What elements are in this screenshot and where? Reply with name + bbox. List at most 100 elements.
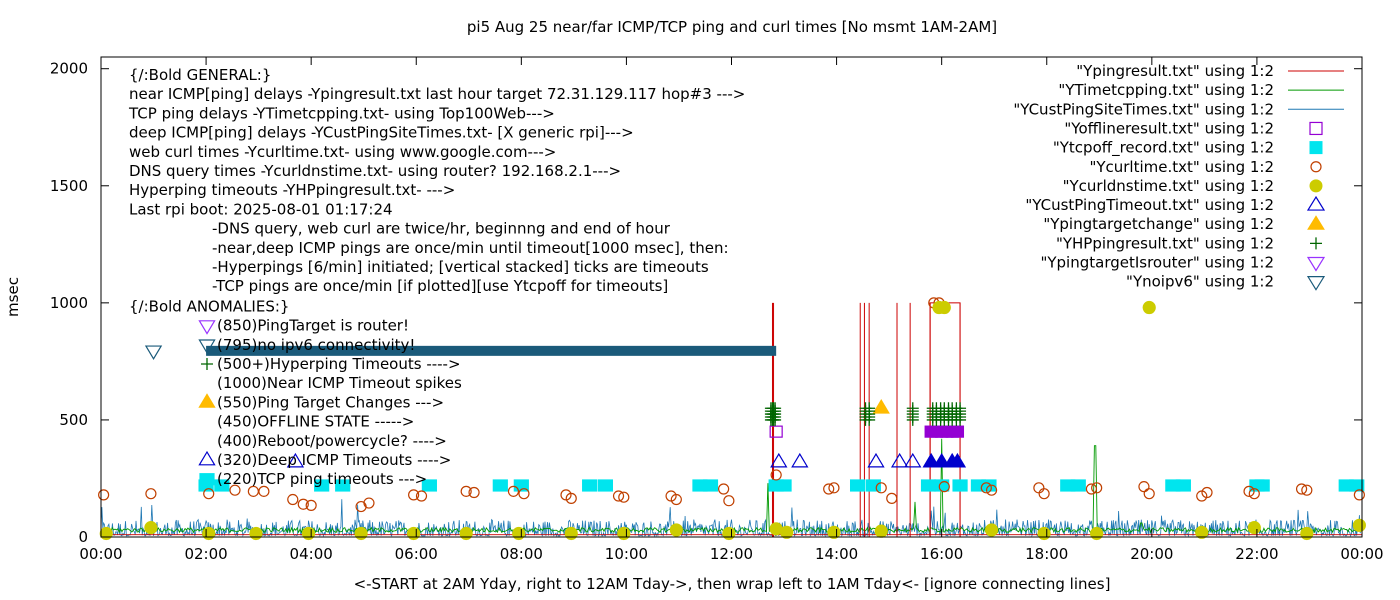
legend: "Ypingresult.txt" using 1:2"YTimetcpping… — [1013, 62, 1344, 291]
marker-tcpoff — [1254, 479, 1270, 492]
marker-curldnstime — [937, 300, 951, 315]
marker-curldnstime — [1037, 526, 1051, 541]
y-axis: 0 500 1000 1500 2000 — [50, 60, 1362, 546]
x-tick-label: 08:00 — [500, 545, 543, 563]
anomaly-key-custping-icon — [198, 450, 216, 466]
legend-label: "Ycurldnstime.txt" using 1:2 — [1063, 177, 1274, 195]
marker-curltime — [287, 493, 299, 506]
legend-triangle-key — [1306, 276, 1326, 291]
marker-tcpoff — [776, 479, 792, 492]
legend-square-key — [1309, 121, 1323, 136]
marker-custpingtimeout — [922, 452, 940, 468]
legend-label: "YpingtargetIsrouter" using 1:2 — [1040, 254, 1274, 272]
marker-curltime — [460, 485, 472, 497]
marker-noipv6 — [144, 345, 163, 361]
marker-curldnstime — [99, 526, 113, 541]
marker-tcpoff — [952, 479, 968, 492]
marker-curltime — [770, 469, 782, 481]
marker-curldnstime — [512, 526, 526, 541]
marker-custpingtimeout — [791, 452, 809, 468]
marker-custpingtimeout — [933, 452, 951, 468]
legend-square-key — [1309, 141, 1323, 155]
marker-tcpoff — [492, 479, 508, 492]
legend-label: "Ycurltime.txt" using 1:2 — [1089, 158, 1274, 176]
anomaly-key-tcpoff-icon — [199, 473, 215, 486]
y-tick-label: 2000 — [50, 60, 88, 78]
anomaly-key-hpping-icon — [201, 358, 213, 370]
annotation-anomaly-line: (220)TCP ping timeouts ---> — [217, 470, 427, 488]
legend-label: "YCustPingSiteTimes.txt" using 1:2 — [1013, 100, 1274, 118]
legend-label: "Ynoipv6" using 1:2 — [1126, 273, 1274, 291]
marker-custpingtimeout — [948, 452, 967, 468]
marker-hpping — [769, 402, 782, 415]
legend-triangle-key — [1306, 195, 1326, 211]
marker-curltime — [1248, 488, 1260, 500]
marker-curldnstime — [1195, 525, 1209, 539]
annotation-general-line: DNS query times -Ycurldnstime.txt- using… — [129, 162, 621, 180]
annotation-anomaly-line: (1000)Near ICMP Timeout spikes — [217, 374, 462, 392]
marker-curltime — [229, 484, 241, 496]
marker-curldnstime — [1247, 521, 1261, 535]
marker-tcpoff — [865, 479, 881, 492]
marker-curldnstime — [564, 526, 578, 541]
marker-curltime — [985, 484, 998, 496]
marker-curltime — [305, 499, 317, 511]
marker-curltime — [408, 489, 420, 501]
annotation-general-line: Hyperping timeouts -YHPpingresult.txt- -… — [129, 181, 455, 199]
marker-curltime — [1143, 488, 1155, 500]
marker-hpping — [863, 402, 876, 415]
marker-offline — [950, 425, 965, 438]
legend-label: "Ypingresult.txt" using 1:2 — [1076, 62, 1274, 80]
legend-triangle-key — [1306, 256, 1326, 272]
marker-curltime — [145, 488, 157, 500]
annotation-anomaly-line: (400)Reboot/powercycle? ----> — [217, 432, 447, 450]
marker-curltime — [1243, 485, 1255, 497]
marker-hpping — [954, 402, 967, 415]
marker-tcpoff — [849, 479, 866, 492]
marker-custpingtimeout — [904, 452, 922, 468]
marker-curldnstime — [202, 526, 216, 541]
marker-offline — [769, 425, 783, 438]
legend-triangle-key — [1307, 215, 1325, 230]
marker-curltime — [612, 490, 625, 502]
marker-curltime — [415, 490, 428, 502]
annotation-anomaly-line: (850)PingTarget is router! — [217, 317, 409, 335]
annotation-general-line: deep ICMP[ping] delays -YCustPingSiteTim… — [129, 124, 634, 142]
marker-curldnstime — [1352, 518, 1366, 532]
marker-curldnstime — [1142, 300, 1156, 315]
y-tick-label: 1000 — [50, 294, 88, 312]
marker-curltime — [723, 495, 735, 507]
marker-curltime — [875, 482, 887, 494]
x-tick-label: 04:00 — [290, 545, 333, 563]
x-tick-label: 10:00 — [605, 545, 648, 563]
x-tick-label: 14:00 — [815, 545, 858, 563]
annotation-note-line: -near,deep ICMP pings are once/min until… — [212, 239, 729, 257]
y-tick-label: 500 — [59, 411, 88, 429]
annotation-general-line: web curl times -Ycurltime.txt- using www… — [129, 143, 556, 161]
marker-curltime — [1091, 482, 1103, 494]
marker-curltime — [980, 482, 992, 494]
marker-custpingtimeout — [770, 452, 788, 468]
annotation-general-line: {/:Bold GENERAL:} — [129, 66, 271, 84]
marker-curldnstime — [874, 524, 888, 538]
marker-curltime — [203, 488, 215, 500]
marker-curldnstime — [407, 526, 421, 541]
marker-curltime — [823, 483, 835, 495]
marker-curltime — [1038, 488, 1050, 500]
marker-curldnstime — [617, 526, 631, 541]
marker-curltime — [1301, 484, 1313, 496]
marker-curltime — [1138, 481, 1150, 493]
marker-curltime — [670, 493, 682, 506]
marker-tcpoff — [702, 479, 719, 492]
marker-curltime — [518, 488, 530, 500]
anomaly-key-targetchange-icon — [198, 393, 216, 408]
marker-curldnstime — [1090, 526, 1104, 541]
marker-tcpoff — [1175, 479, 1191, 492]
marker-curltime — [98, 489, 110, 501]
marker-custpingtimeout — [890, 452, 909, 468]
chart-title: pi5 Aug 25 near/far ICMP/TCP ping and cu… — [467, 18, 997, 36]
annotation-anomaly-line: (795)no ipv6 connectivity! — [217, 336, 415, 354]
y-axis-label: msec — [4, 277, 22, 317]
marker-curltime — [1295, 483, 1308, 495]
